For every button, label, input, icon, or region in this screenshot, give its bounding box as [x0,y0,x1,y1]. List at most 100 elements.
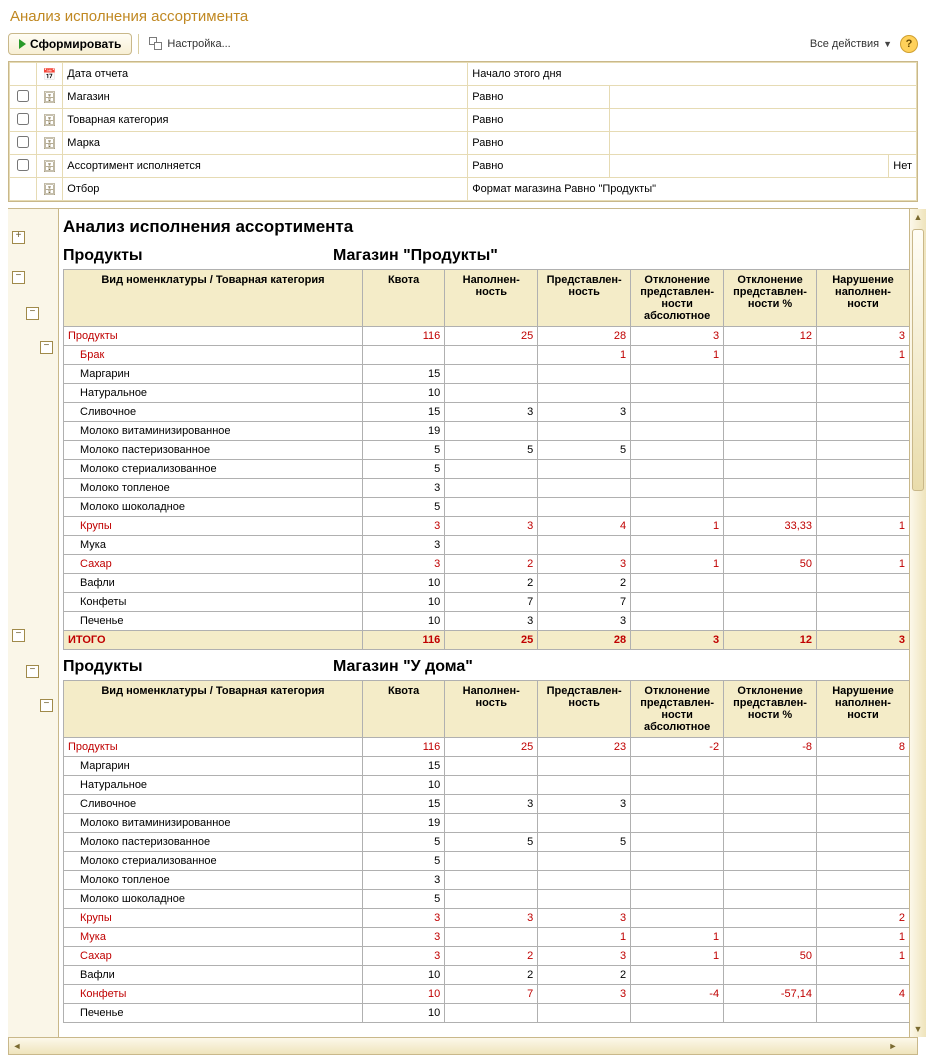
cell [631,479,724,498]
cell [631,966,724,985]
cell: 25 [445,738,538,757]
row-label: ИТОГО [64,631,363,650]
settings-button[interactable]: Настройка... [145,34,234,54]
filter-value[interactable]: Начало этого дня [468,63,917,86]
column-header: Вид номенклатуры / Товарная категория [64,681,363,738]
cell [538,890,631,909]
filter-value[interactable] [609,132,916,155]
data-row: Молоко стериализованное5 [64,852,910,871]
cell: 5 [362,890,444,909]
cell: 3 [362,536,444,555]
all-actions-button[interactable]: Все действия ▼ [806,35,896,53]
cell [724,346,817,365]
cell: 5 [362,498,444,517]
cell [631,833,724,852]
collapse-node-icon[interactable]: − [12,629,25,642]
cell [817,574,910,593]
cell [631,536,724,555]
collapse-node-icon[interactable]: − [12,271,25,284]
filter-label: Ассортимент исполняется [63,155,468,178]
column-header: Отклонение представлен-ности % [724,270,817,327]
filter-value[interactable] [609,86,916,109]
horizontal-scrollbar[interactable]: ◄ ► [8,1038,918,1055]
section-header: ПродуктыМагазин "Продукты" [63,247,910,265]
filter-row-icon: 🗄 [42,184,56,196]
cell [631,795,724,814]
row-label: Сливочное [64,403,363,422]
filter-condition[interactable]: Равно [468,86,610,109]
cell [817,422,910,441]
cell [724,574,817,593]
report-table: Вид номенклатуры / Товарная категорияКво… [63,269,910,650]
filter-checkbox[interactable] [17,90,29,102]
column-header: Наполнен-ность [445,681,538,738]
filter-checkbox[interactable] [17,159,29,171]
cell [817,593,910,612]
filter-row: 🗄МаркаРавно [10,132,917,155]
cell: -57,14 [724,985,817,1004]
scroll-left-icon[interactable]: ◄ [9,1038,25,1054]
column-header: Вид номенклатуры / Товарная категория [64,270,363,327]
data-row: Мука3111 [64,928,910,947]
scroll-thumb[interactable] [912,229,924,491]
cell [631,422,724,441]
filter-extra[interactable]: Нет [889,155,917,178]
filter-row: 🗄Ассортимент исполняетсяРавноНет [10,155,917,178]
collapse-node-icon[interactable]: − [40,699,53,712]
collapse-node-icon[interactable]: − [40,341,53,354]
row-label: Крупы [64,909,363,928]
cell [817,757,910,776]
cell: 15 [362,403,444,422]
data-row: Сливочное1533 [64,403,910,422]
filter-condition[interactable]: Равно [468,155,610,178]
filter-checkbox[interactable] [17,136,29,148]
filter-row: 🗄ОтборФормат магазина Равно "Продукты" [10,178,917,201]
help-button[interactable]: ? [900,35,918,53]
cell: 3 [362,871,444,890]
cell: 116 [362,631,444,650]
row-label: Молоко стериализованное [64,852,363,871]
filter-value[interactable]: Формат магазина Равно "Продукты" [468,178,917,201]
filter-value[interactable] [609,155,888,178]
row-label: Молоко стериализованное [64,460,363,479]
collapse-node-icon[interactable]: − [26,665,39,678]
scroll-up-icon[interactable]: ▲ [910,209,926,225]
cell [445,365,538,384]
generate-button[interactable]: Сформировать [8,33,132,55]
collapse-node-icon[interactable]: − [26,307,39,320]
cell: 50 [724,555,817,574]
cell: 15 [362,795,444,814]
row-label: Маргарин [64,757,363,776]
row-label: Натуральное [64,384,363,403]
cell [817,1004,910,1023]
row-label: Молоко топленое [64,871,363,890]
chevron-down-icon: ▼ [883,39,892,49]
cell: 3 [538,909,631,928]
section-store: Магазин "Продукты" [333,247,498,265]
cell [538,460,631,479]
cell: 3 [362,947,444,966]
cell [538,852,631,871]
vertical-scrollbar[interactable]: ▲ ▼ [909,209,926,1037]
filter-value[interactable] [609,109,916,132]
cell [538,757,631,776]
scroll-down-icon[interactable]: ▼ [910,1021,926,1037]
scroll-right-icon[interactable]: ► [885,1038,901,1054]
toolbar: Сформировать Настройка... Все действия ▼… [0,31,926,61]
section-format: Продукты [63,247,333,265]
cell [724,403,817,422]
data-row: Крупы3332 [64,909,910,928]
filter-checkbox[interactable] [17,113,29,125]
cell [445,871,538,890]
cell: 19 [362,814,444,833]
cell [817,365,910,384]
filter-row: 🗄МагазинРавно [10,86,917,109]
generate-button-label: Сформировать [30,37,121,51]
cell: 3 [817,327,910,346]
filter-condition[interactable]: Равно [468,109,610,132]
expand-node-icon[interactable]: + [12,231,25,244]
cell [724,441,817,460]
cell: 10 [362,593,444,612]
filter-condition[interactable]: Равно [468,132,610,155]
cell [538,536,631,555]
